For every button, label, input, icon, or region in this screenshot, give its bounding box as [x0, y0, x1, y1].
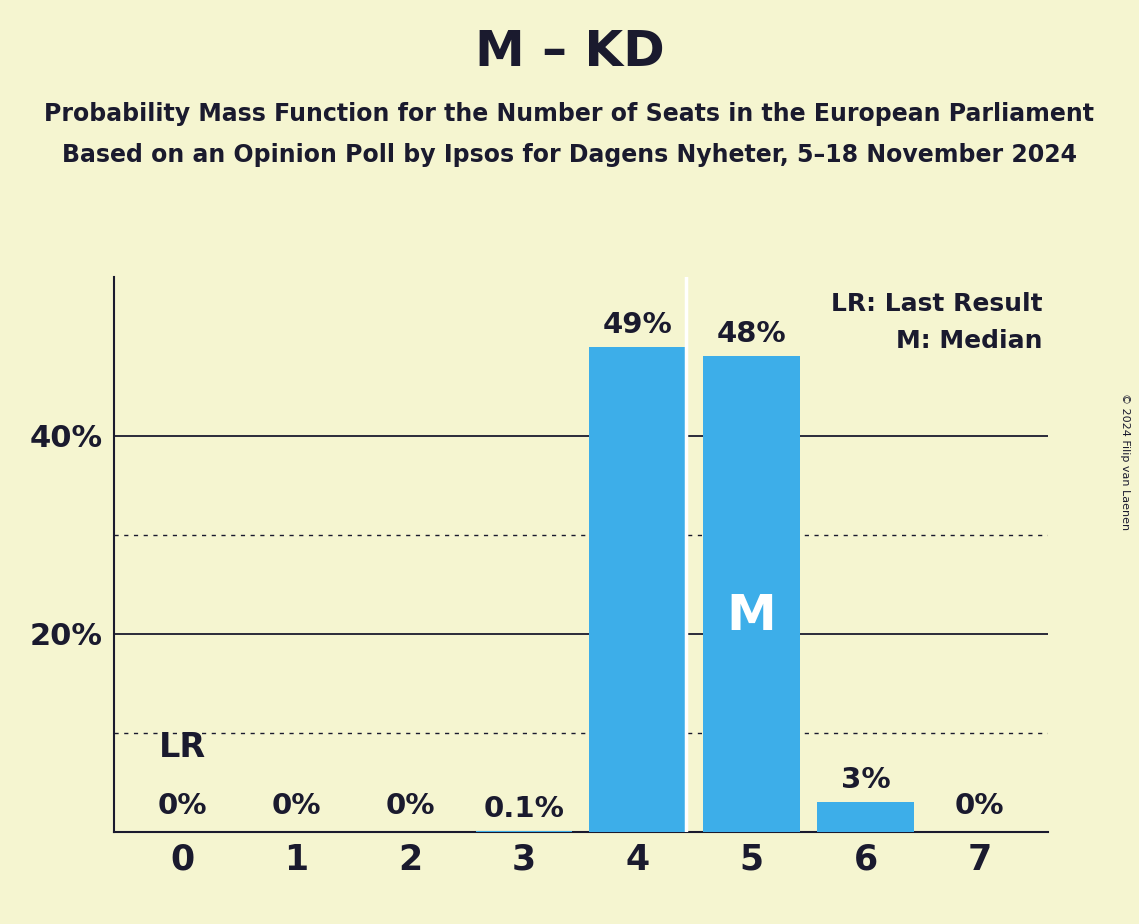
- Text: 0%: 0%: [157, 792, 207, 820]
- Text: Probability Mass Function for the Number of Seats in the European Parliament: Probability Mass Function for the Number…: [44, 102, 1095, 126]
- Bar: [818, 802, 913, 832]
- Text: LR: Last Result: LR: Last Result: [830, 292, 1042, 316]
- Text: 0.1%: 0.1%: [483, 795, 565, 822]
- Text: © 2024 Filip van Laenen: © 2024 Filip van Laenen: [1121, 394, 1130, 530]
- Bar: [704, 357, 800, 832]
- Text: 0%: 0%: [385, 792, 435, 820]
- Text: 3%: 3%: [841, 766, 891, 794]
- Text: 49%: 49%: [603, 310, 673, 338]
- Text: M – KD: M – KD: [475, 28, 664, 76]
- Text: 0%: 0%: [954, 792, 1005, 820]
- Text: LR: LR: [158, 731, 206, 764]
- Text: M: Median: M: Median: [895, 329, 1042, 353]
- Text: Based on an Opinion Poll by Ipsos for Dagens Nyheter, 5–18 November 2024: Based on an Opinion Poll by Ipsos for Da…: [62, 143, 1077, 167]
- Text: M: M: [727, 591, 777, 639]
- Bar: [590, 346, 686, 832]
- Text: 48%: 48%: [716, 321, 787, 348]
- Bar: [476, 831, 573, 832]
- Text: 0%: 0%: [271, 792, 321, 820]
